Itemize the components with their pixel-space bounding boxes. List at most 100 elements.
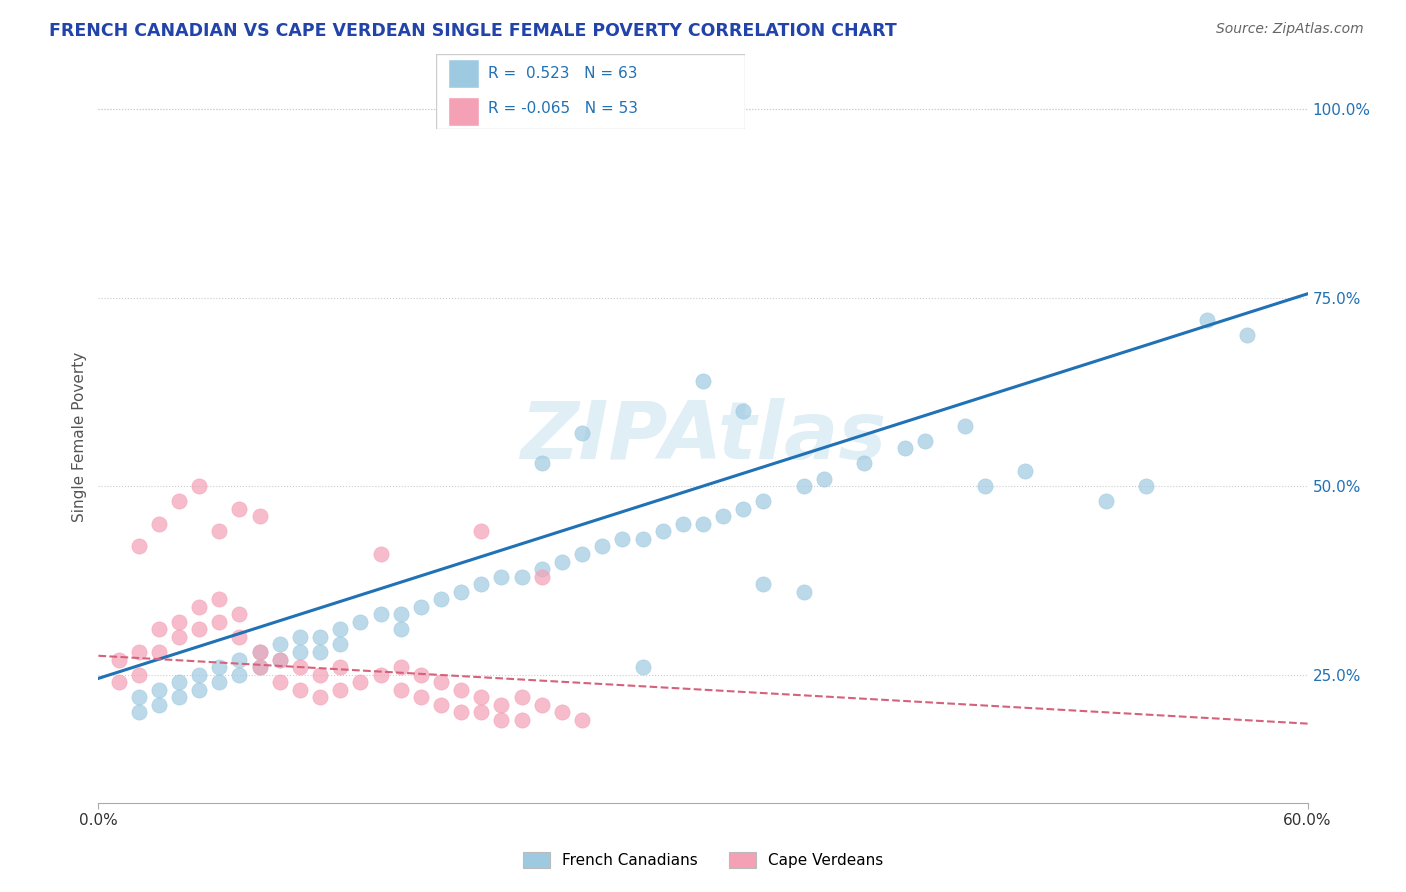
Point [711,509,734,524]
Point [530,698,553,712]
Text: ZIPAtlas: ZIPAtlas [520,398,886,476]
Point [612,532,634,546]
Text: Source: ZipAtlas.com: Source: ZipAtlas.com [1216,22,1364,37]
Point [692,516,714,531]
Point [269,652,291,666]
Point [148,516,170,531]
Point [450,584,472,599]
Point [128,706,150,720]
Point [530,457,553,471]
Point [571,713,593,727]
Point [188,667,211,681]
Point [329,637,352,651]
Point [470,524,492,539]
Point [491,569,513,583]
Point [148,682,170,697]
Point [370,607,392,622]
Point [188,599,211,614]
Point [107,675,129,690]
Point [288,660,311,674]
Point [228,652,250,666]
Point [370,547,392,561]
Point [430,592,453,607]
Point [228,501,250,516]
Point [430,675,453,690]
Point [571,426,593,441]
Point [893,442,915,456]
Point [288,645,311,659]
Point [591,540,613,554]
Point [510,713,533,727]
Text: R =  0.523   N = 63: R = 0.523 N = 63 [488,67,638,81]
Text: FRENCH CANADIAN VS CAPE VERDEAN SINGLE FEMALE POVERTY CORRELATION CHART: FRENCH CANADIAN VS CAPE VERDEAN SINGLE F… [49,22,897,40]
Point [249,509,271,524]
Point [631,660,654,674]
Point [148,623,170,637]
Point [228,630,250,644]
Point [128,540,150,554]
Point [188,682,211,697]
Point [269,675,291,690]
Point [249,645,271,659]
Point [974,479,997,493]
Point [167,675,190,690]
Point [309,690,332,705]
Point [107,652,129,666]
Point [128,690,150,705]
Point [329,682,352,697]
Point [208,592,231,607]
Point [470,577,492,591]
Point [651,524,673,539]
Point [752,494,775,508]
Point [329,623,352,637]
Point [349,615,371,629]
Point [470,706,492,720]
Point [1195,313,1218,327]
Point [510,569,533,583]
Point [269,652,291,666]
Point [953,418,976,433]
Text: R = -0.065   N = 53: R = -0.065 N = 53 [488,102,638,116]
Point [571,547,593,561]
Point [128,645,150,659]
Point [491,713,513,727]
Point [249,645,271,659]
Point [409,667,432,681]
Point [692,374,714,388]
Point [269,637,291,651]
Point [249,660,271,674]
Point [208,675,231,690]
Point [228,667,250,681]
Point [309,667,332,681]
Point [128,667,150,681]
Point [249,660,271,674]
Point [389,607,412,622]
Point [491,698,513,712]
Point [349,675,371,690]
Bar [449,59,479,87]
Point [208,660,231,674]
Point [813,471,835,485]
Point [167,615,190,629]
Point [288,630,311,644]
Point [450,706,472,720]
Point [228,607,250,622]
Y-axis label: Single Female Poverty: Single Female Poverty [72,352,87,522]
Point [389,660,412,674]
Point [167,630,190,644]
Point [1014,464,1036,478]
Point [914,434,936,448]
Point [370,667,392,681]
Point [752,577,775,591]
Point [167,690,190,705]
Point [208,524,231,539]
Point [530,562,553,576]
Point [672,516,695,531]
Point [148,698,170,712]
Point [409,599,432,614]
Point [288,682,311,697]
Point [853,457,876,471]
Point [510,690,533,705]
Point [148,645,170,659]
Point [450,682,472,697]
